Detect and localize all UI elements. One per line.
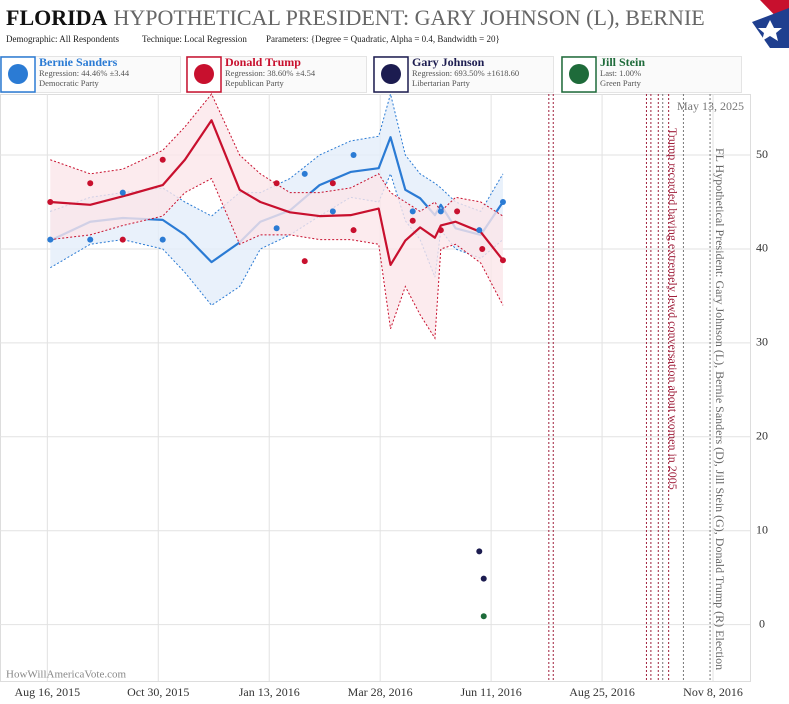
poll-point [119, 189, 126, 196]
legend-name: Bernie Sanders [39, 55, 118, 69]
poll-point [437, 227, 444, 234]
poll-point [499, 199, 506, 206]
poll-point [87, 180, 94, 187]
poll-point [273, 225, 280, 232]
watermark: HowWillAmericaVote.com [6, 669, 126, 681]
band-edge [50, 92, 504, 217]
annotation: FL Hypothetical President: Gary Johnson … [713, 148, 727, 670]
poll-point [159, 236, 166, 243]
y-tick-label: 50 [756, 147, 768, 161]
regression-line [49, 136, 504, 264]
title: FLORIDA HYPOTHETICAL PRESIDENT: GARY JOHN… [6, 5, 705, 30]
poll-point [47, 199, 54, 206]
legend-stat: Last: 1.00% [600, 68, 641, 78]
x-tick-label: Nov 8, 2016 [683, 685, 743, 699]
legend-icon-shape [569, 64, 589, 84]
legend-party: Libertarian Party [412, 78, 471, 88]
parameters: Parameters: {Degree = Quadratic, Alpha =… [266, 34, 500, 44]
legend-icon-shape [381, 64, 401, 84]
legend-party: Democratic Party [39, 78, 99, 88]
poll-point [480, 575, 487, 582]
x-tick-label: Mar 28, 2016 [348, 685, 413, 699]
legend-name: Gary Johnson [412, 55, 485, 69]
plot-frame [0, 94, 751, 682]
legend-name: Donald Trump [225, 55, 301, 69]
date-label: May 13, 2025 [677, 99, 744, 113]
poll-point [454, 208, 461, 215]
poll-point [47, 236, 54, 243]
demographic: Demographic: All Respondents [6, 34, 119, 44]
legend-icon-shape [194, 64, 214, 84]
legend-name: Jill Stein [600, 55, 645, 69]
legend-stat: Regression: 693.50% ±1618.60 [412, 68, 519, 78]
legend-stat: Regression: 44.46% ±3.44 [39, 68, 130, 78]
title-state: FLORIDA [6, 5, 108, 30]
annotation: Trump recorded having extremely lewd con… [666, 128, 680, 490]
x-tick-label: Aug 25, 2016 [569, 685, 635, 699]
plot-area: 0 10 20 30 40 50 Aug 16, 2015 Oct 30, 2015 Jan 1… [0, 92, 768, 699]
confidence-band [50, 94, 503, 339]
y-tick-label: 20 [756, 429, 768, 443]
poll-point [479, 245, 486, 252]
y-tick-label: 10 [756, 522, 768, 536]
poll-point [350, 152, 357, 159]
legend-icon-shape [8, 64, 28, 84]
technique: Technique: Local Regression [142, 34, 247, 44]
y-tick-label: 40 [756, 241, 768, 255]
poll-point [119, 236, 126, 243]
poll-point [329, 180, 336, 187]
x-tick-label: Jan 13, 2016 [239, 685, 300, 699]
poll-point [480, 613, 487, 620]
poll-point [476, 227, 483, 234]
poll-point [409, 217, 416, 224]
title-text: HYPOTHETICAL PRESIDENT: GARY JOHNSON (L)… [113, 5, 704, 30]
poll-point [499, 257, 506, 264]
legend-stat: Regression: 38.60% ±4.54 [225, 68, 316, 78]
y-tick-label: 0 [759, 616, 765, 630]
x-tick-label: Jun 11, 2016 [461, 685, 522, 699]
poll-point [159, 156, 166, 163]
poll-point [301, 170, 308, 177]
poll-point [437, 208, 444, 215]
poll-point [301, 258, 308, 265]
poll-point [273, 180, 280, 187]
poll-point [350, 227, 357, 234]
band-edge [50, 177, 504, 340]
poll-point [409, 208, 416, 215]
poll-point [87, 236, 94, 243]
legend-party: Green Party [600, 78, 642, 88]
y-tick-label: 30 [756, 335, 768, 349]
legend-party: Republican Party [225, 78, 285, 88]
x-tick-label: Oct 30, 2015 [127, 685, 189, 699]
poll-point [329, 208, 336, 215]
x-tick-label: Aug 16, 2015 [15, 685, 81, 699]
logo [735, 0, 789, 48]
poll-point [476, 548, 483, 555]
